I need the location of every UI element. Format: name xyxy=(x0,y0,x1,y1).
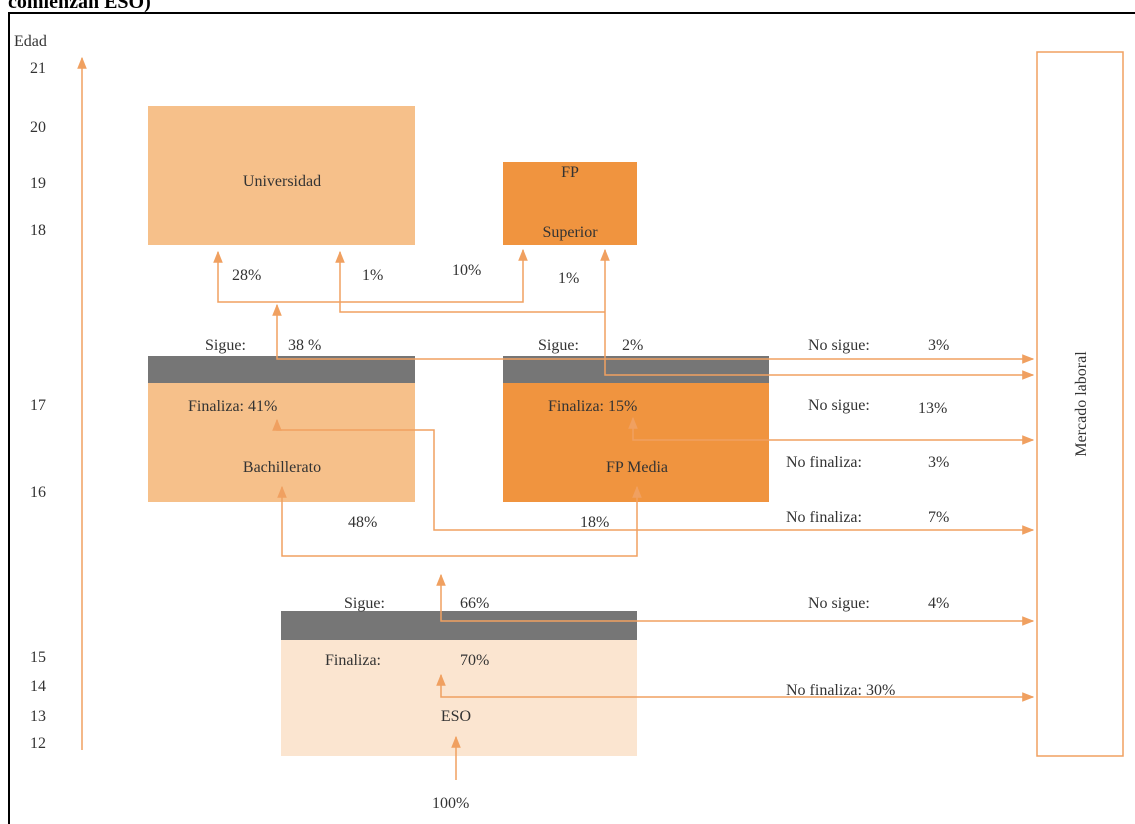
label: 3% xyxy=(928,454,949,471)
label: 1% xyxy=(362,267,383,284)
age: 12 xyxy=(30,735,46,752)
bar xyxy=(503,356,769,383)
label: 66% xyxy=(460,595,489,612)
label: 28% xyxy=(232,267,261,284)
arrows xyxy=(213,248,1035,780)
labels: 28% 1% 10% 1% Sigue: 38 % Sigue: 2% No s… xyxy=(188,262,949,812)
label: 2% xyxy=(622,337,643,354)
age: 14 xyxy=(30,678,46,695)
label: Finaliza: xyxy=(325,652,381,669)
title: comienzan ESO) xyxy=(8,0,151,13)
label: 18% xyxy=(580,514,609,531)
bar xyxy=(281,611,637,640)
label: 38 % xyxy=(288,337,321,354)
label: 1% xyxy=(558,270,579,287)
label: No sigue: xyxy=(808,337,870,354)
label: Finaliza: 41% xyxy=(188,398,277,415)
bar xyxy=(148,356,415,383)
age: 13 xyxy=(30,708,46,725)
age: 20 xyxy=(30,119,46,136)
box-fp-superior xyxy=(503,162,637,245)
age: 21 xyxy=(30,60,46,77)
box-label: FP Media xyxy=(606,459,668,476)
label: Sigue: xyxy=(538,337,579,354)
age: 18 xyxy=(30,222,46,239)
label: No finaliza: xyxy=(786,509,862,526)
box-label: Bachillerato xyxy=(243,459,321,476)
ages: 21 20 19 18 17 16 15 14 13 12 xyxy=(30,60,46,752)
label: 7% xyxy=(928,509,949,526)
age: 15 xyxy=(30,649,46,666)
box-label: ESO xyxy=(441,708,471,725)
box-label: Mercado laboral xyxy=(1073,351,1090,457)
label: 100% xyxy=(432,795,469,812)
label: 3% xyxy=(928,337,949,354)
age: 16 xyxy=(30,484,46,501)
label: 10% xyxy=(452,262,481,279)
label: No finaliza: xyxy=(786,454,862,471)
age: 17 xyxy=(30,397,46,414)
label: 70% xyxy=(460,652,489,669)
frame xyxy=(8,12,1135,824)
box-universidad xyxy=(148,106,415,245)
label: No sigue: xyxy=(808,595,870,612)
box-label: Superior xyxy=(542,224,598,241)
label: 4% xyxy=(928,595,949,612)
label: Sigue: xyxy=(344,595,385,612)
age: 19 xyxy=(30,175,46,192)
label: No finaliza: 30% xyxy=(786,682,895,699)
box-mercado xyxy=(1036,51,1124,757)
label: No sigue: xyxy=(808,397,870,414)
box-label: FP xyxy=(561,164,579,181)
label: 48% xyxy=(348,514,377,531)
box-label: Universidad xyxy=(243,173,321,190)
label: Sigue: xyxy=(205,337,246,354)
label: Finaliza: 15% xyxy=(548,398,637,415)
label: 13% xyxy=(918,400,947,417)
axis-label: Edad xyxy=(14,33,47,50)
